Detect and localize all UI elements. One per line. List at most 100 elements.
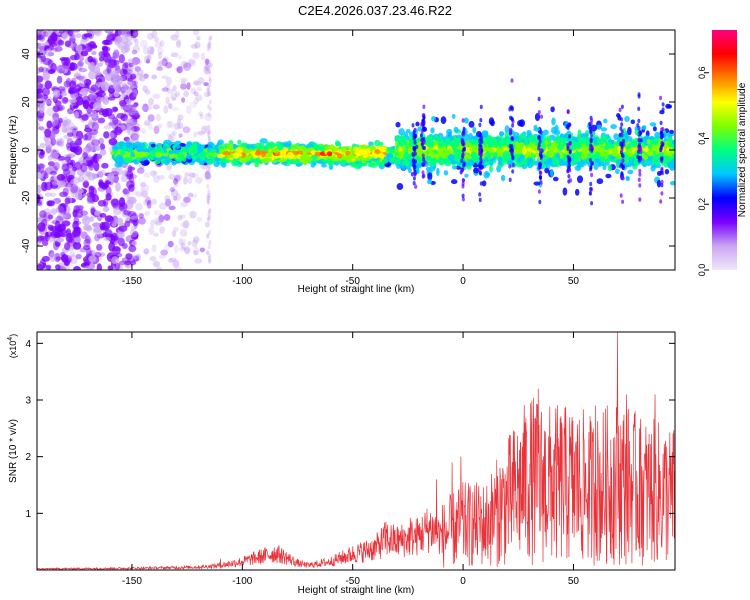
heatmap-cell bbox=[130, 104, 136, 113]
heatmap-cell bbox=[78, 67, 88, 73]
heatmap-cell bbox=[132, 44, 141, 53]
heatmap-cell bbox=[91, 110, 97, 119]
heatmap-cell bbox=[50, 130, 56, 141]
heatmap-cell bbox=[54, 45, 63, 52]
heatmap-cell bbox=[193, 91, 199, 97]
heatmap-cell bbox=[89, 129, 99, 135]
heatmap-cell bbox=[128, 109, 136, 116]
heatmap-cell bbox=[354, 149, 364, 157]
heatmap-cell bbox=[207, 195, 211, 201]
heatmap-cell bbox=[122, 187, 128, 196]
heatmap-cell bbox=[552, 176, 559, 182]
heatmap-cell bbox=[164, 244, 170, 252]
heatmap-cell bbox=[194, 258, 203, 264]
heatmap-cell bbox=[37, 236, 42, 246]
heatmap-cell bbox=[52, 153, 59, 161]
heatmap-cell bbox=[126, 118, 134, 126]
heatmap-cell bbox=[91, 139, 100, 147]
heatmap-cell bbox=[87, 172, 97, 181]
heatmap-cell bbox=[187, 58, 196, 65]
heatmap-cell bbox=[192, 30, 200, 36]
heatmap-cell bbox=[144, 89, 151, 95]
heatmap-cell bbox=[45, 264, 52, 270]
heatmap-cell bbox=[157, 175, 165, 180]
heatmap-cell bbox=[150, 46, 155, 55]
heatmap-cell bbox=[208, 36, 212, 42]
heatmap-cell bbox=[300, 156, 307, 163]
heatmap-cell bbox=[98, 56, 105, 62]
heatmap-cell bbox=[57, 39, 65, 46]
heatmap-cell bbox=[669, 129, 674, 135]
heatmap-cell bbox=[41, 218, 48, 227]
heatmap-cell bbox=[74, 52, 80, 61]
heatmap-cell bbox=[138, 217, 146, 225]
heatmap-cell bbox=[41, 255, 51, 262]
heatmap-cell bbox=[170, 52, 179, 58]
heatmap-cell bbox=[133, 30, 139, 37]
heatmap-cell bbox=[88, 185, 95, 191]
heatmap-cell bbox=[378, 146, 387, 152]
heatmap-cell bbox=[87, 162, 95, 171]
heatmap-cell bbox=[200, 52, 206, 61]
heatmap-cell bbox=[208, 129, 212, 135]
heatmap-cell bbox=[113, 91, 120, 98]
heatmap-cell bbox=[104, 229, 113, 239]
heatmap-cell bbox=[106, 32, 116, 43]
heatmap-cell bbox=[73, 110, 80, 119]
heatmap-cell bbox=[84, 42, 93, 53]
heatmap-cell bbox=[550, 106, 555, 113]
heatmap-cell bbox=[125, 101, 132, 111]
heatmap-cell bbox=[99, 222, 106, 231]
heatmap-cell bbox=[206, 195, 210, 201]
heatmap-cell bbox=[91, 51, 97, 56]
heatmap-cell bbox=[332, 147, 339, 152]
heatmap-cell bbox=[187, 240, 192, 246]
heatmap-cell bbox=[146, 199, 152, 209]
heatmap-cell bbox=[174, 30, 180, 38]
heatmap-cell bbox=[165, 198, 172, 205]
heatmap-cell bbox=[130, 153, 136, 158]
heatmap-cell bbox=[596, 178, 604, 185]
heatmap-cell bbox=[55, 256, 62, 261]
heatmap-cell bbox=[153, 125, 160, 135]
heatmap-cell bbox=[60, 173, 68, 180]
heatmap-cell bbox=[141, 105, 147, 111]
heatmap-cell bbox=[161, 75, 169, 80]
heatmap-cell bbox=[132, 88, 138, 97]
heatmap-cell bbox=[208, 99, 212, 105]
heatmap-cell bbox=[86, 247, 92, 258]
heatmap-cell bbox=[112, 247, 121, 252]
heatmap-cell bbox=[205, 59, 211, 65]
heatmap-cell bbox=[85, 235, 91, 244]
heatmap-cell bbox=[233, 152, 239, 160]
heatmap-cell bbox=[260, 150, 267, 158]
heatmap-cell bbox=[208, 82, 212, 88]
heatmap-cell bbox=[105, 193, 112, 201]
heatmap-cell bbox=[58, 137, 65, 148]
heatmap-cell bbox=[133, 111, 141, 116]
heatmap-cell bbox=[45, 48, 53, 57]
heatmap-cell bbox=[468, 120, 475, 128]
heatmap-cell bbox=[102, 206, 110, 213]
heatmap-cell bbox=[605, 173, 612, 179]
heatmap-cell bbox=[54, 100, 62, 107]
heatmap-cell bbox=[52, 197, 62, 204]
heatmap-cell bbox=[154, 41, 163, 48]
heatmap-cell bbox=[128, 62, 134, 67]
heatmap-cell bbox=[63, 134, 70, 139]
heatmap-cell bbox=[489, 164, 493, 173]
heatmap-cell bbox=[177, 114, 184, 121]
heatmap-cell bbox=[166, 88, 174, 94]
heatmap-cell bbox=[450, 179, 458, 185]
heatmap-cell bbox=[208, 106, 212, 112]
heatmap-cell bbox=[206, 197, 210, 203]
heatmap-cell bbox=[181, 242, 186, 251]
heatmap-cell bbox=[616, 113, 621, 118]
heatmap-cell bbox=[124, 40, 133, 46]
heatmap-cell bbox=[58, 181, 67, 187]
heatmap-cell bbox=[39, 210, 47, 219]
heatmap-cell bbox=[166, 133, 172, 138]
heatmap-cell bbox=[37, 236, 45, 243]
heatmap-cell bbox=[62, 168, 71, 175]
heatmap-cell bbox=[75, 33, 82, 38]
